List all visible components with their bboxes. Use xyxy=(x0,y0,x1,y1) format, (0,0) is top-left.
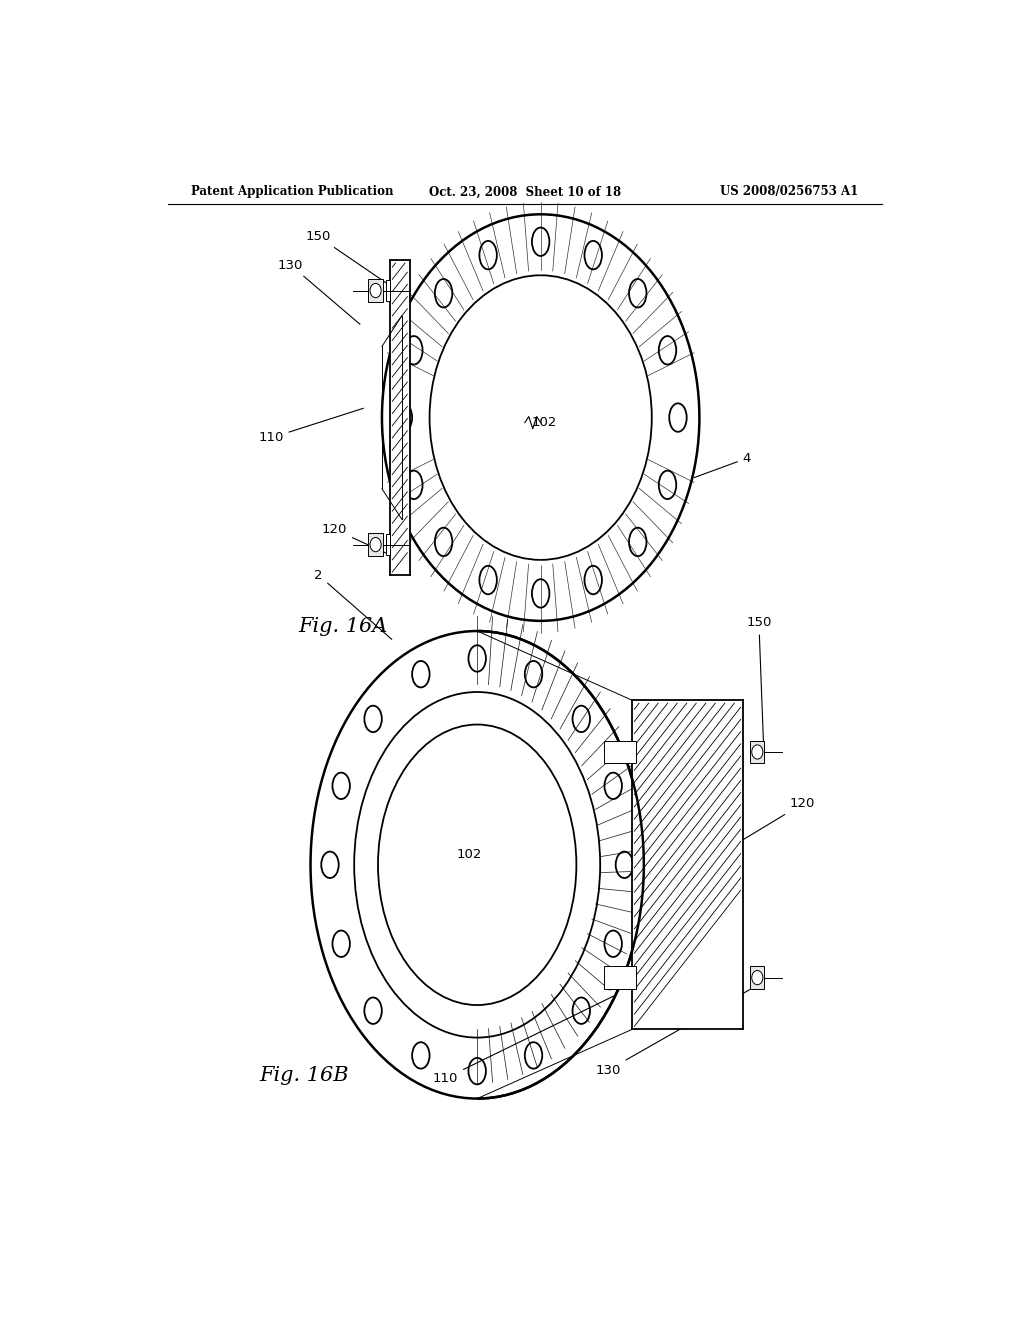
Ellipse shape xyxy=(378,725,577,1005)
Text: Fig. 16A: Fig. 16A xyxy=(299,618,388,636)
Text: 102: 102 xyxy=(531,416,557,429)
Circle shape xyxy=(752,744,763,759)
Text: US 2008/0256753 A1: US 2008/0256753 A1 xyxy=(720,185,858,198)
Text: Patent Application Publication: Patent Application Publication xyxy=(191,185,394,198)
Bar xyxy=(632,700,743,1030)
Text: 110: 110 xyxy=(433,997,613,1085)
Text: 110: 110 xyxy=(258,408,364,445)
Text: 120: 120 xyxy=(322,523,387,553)
Text: 102: 102 xyxy=(457,849,482,861)
Text: 4: 4 xyxy=(694,451,752,478)
Text: Fig. 16B: Fig. 16B xyxy=(259,1065,348,1085)
Bar xyxy=(751,966,765,989)
Bar xyxy=(386,535,390,554)
Text: 130: 130 xyxy=(595,983,761,1077)
Text: 150: 150 xyxy=(306,230,388,284)
Ellipse shape xyxy=(378,725,577,1005)
Bar xyxy=(751,741,765,763)
Text: 120: 120 xyxy=(737,797,815,843)
Text: 2: 2 xyxy=(314,569,392,639)
Text: Oct. 23, 2008  Sheet 10 of 18: Oct. 23, 2008 Sheet 10 of 18 xyxy=(429,185,621,198)
Text: 130: 130 xyxy=(278,259,360,325)
Circle shape xyxy=(370,284,381,297)
Text: 150: 150 xyxy=(746,616,772,744)
Bar xyxy=(604,741,636,763)
Circle shape xyxy=(370,537,381,552)
Bar xyxy=(386,280,390,301)
Bar xyxy=(390,260,410,576)
Bar xyxy=(604,966,636,989)
Circle shape xyxy=(752,970,763,985)
Ellipse shape xyxy=(310,631,644,1098)
Bar xyxy=(369,533,383,556)
Bar xyxy=(369,280,383,302)
